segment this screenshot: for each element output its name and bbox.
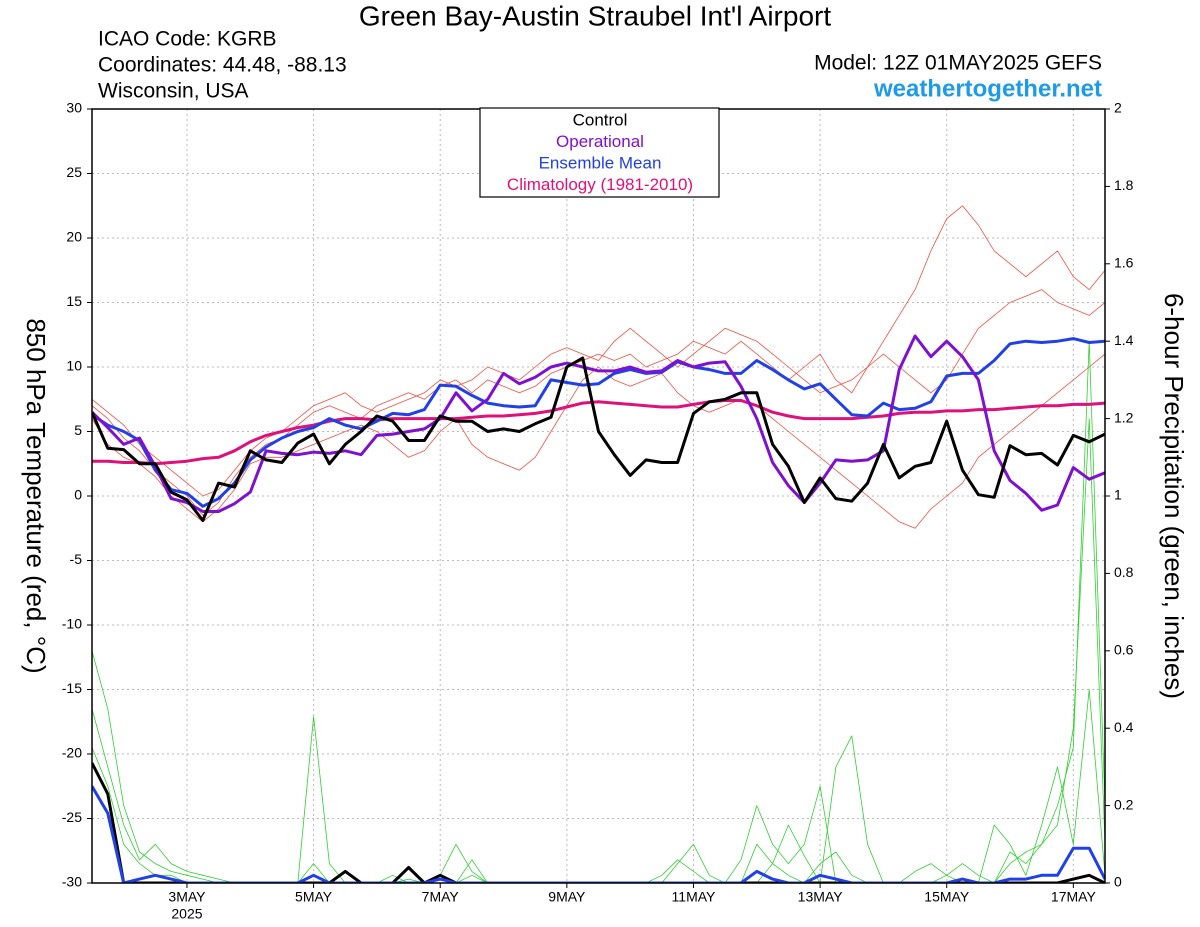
y2-tick-label: 1.4 [1114, 332, 1134, 348]
x-tick-label: 9MAY [548, 889, 586, 905]
y2-tick-label: 2 [1114, 100, 1122, 116]
series-line [92, 356, 1105, 522]
y2-tick-label: 0.2 [1114, 796, 1134, 812]
x-year-label: 2025 [171, 906, 202, 922]
series-line [92, 399, 1105, 466]
precip-line [92, 762, 1105, 883]
y2-tick-label: 1.8 [1114, 177, 1134, 193]
y-tick-label: 25 [66, 164, 82, 180]
y-tick-label: 20 [66, 229, 82, 245]
y-tick-label: -25 [62, 809, 82, 825]
y2-tick-label: 0.6 [1114, 642, 1134, 658]
chart-title: Green Bay-Austin Straubel Int'l Airport [359, 0, 831, 31]
member-line [92, 353, 1105, 529]
info-line: Wisconsin, USA [98, 80, 249, 103]
precip-member-line [92, 689, 1105, 883]
x-tick-label: 7MAY [422, 889, 460, 905]
y-axis-label: 850 hPa Temperature (red, °C) [21, 318, 51, 673]
x-tick-label: 3MAY [168, 889, 206, 905]
info-line: Coordinates: 44.48, -88.13 [98, 54, 347, 77]
y-tick-label: 15 [66, 293, 82, 309]
x-tick-label: 11MAY [672, 889, 716, 905]
x-tick-label: 15MAY [924, 889, 970, 905]
y2-tick-label: 0.8 [1114, 564, 1134, 580]
precip-line [92, 785, 1105, 883]
model-label: Model: 12Z 01MAY2025 GEFS [814, 52, 1102, 75]
y2-tick-label: 1 [1114, 487, 1122, 503]
y-tick-label: 30 [66, 100, 82, 116]
x-tick-label: 13MAY [798, 889, 844, 905]
member-line [92, 289, 1105, 497]
y-tick-label: -30 [62, 874, 82, 890]
site-label: weathertogether.net [873, 75, 1102, 102]
legend-entry: Ensemble Mean [539, 153, 662, 172]
series-line [92, 337, 1105, 508]
precip-member-line [92, 340, 1105, 883]
y2-axis-label: 6-hour Precipitation (green, inches) [1159, 293, 1189, 699]
legend-entry: Control [573, 110, 628, 129]
axes: 302520151050-5-10-15-20-25-3021.81.61.41… [62, 100, 1134, 922]
y2-tick-label: 0.4 [1114, 719, 1134, 735]
y-tick-label: -10 [62, 616, 82, 632]
x-tick-label: 5MAY [295, 889, 333, 905]
y2-tick-label: 0 [1114, 874, 1122, 890]
y-tick-label: -5 [70, 551, 83, 567]
y-tick-label: -15 [62, 680, 82, 696]
y2-tick-label: 1.6 [1114, 255, 1134, 271]
y2-tick-label: 1.2 [1114, 409, 1134, 425]
legend-box [479, 107, 720, 198]
legend: Control Operational Ensemble Mean Climatolo… [507, 110, 693, 194]
info-line: ICAO Code: KGRB [98, 28, 277, 51]
precip-member-line [92, 418, 1105, 883]
y-tick-label: -20 [62, 745, 82, 761]
legend-entry: Climatology (1981-2010) [507, 175, 693, 194]
plot-area [92, 205, 1105, 883]
legend-entry: Operational [556, 132, 644, 151]
y-tick-label: 5 [74, 422, 82, 438]
x-tick-label: 17MAY [1051, 889, 1097, 905]
y-tick-label: 0 [74, 487, 82, 503]
y-tick-label: 10 [66, 358, 82, 374]
series-line [92, 334, 1105, 513]
member-line [92, 205, 1105, 516]
